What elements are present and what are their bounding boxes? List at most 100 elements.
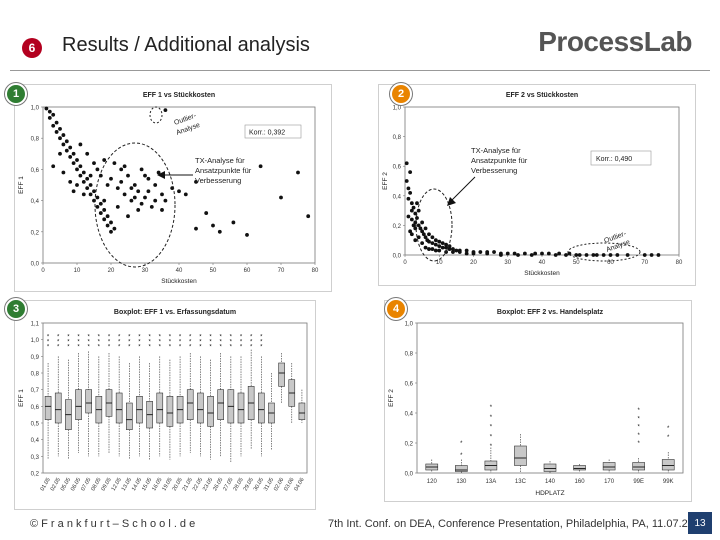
data-point [306,214,311,219]
page-number: 13 [688,512,712,534]
outlier-mark: * [460,453,463,459]
data-point [427,239,431,244]
outlier-mark: * [637,441,640,447]
data-point [109,229,113,234]
data-point [81,179,86,184]
data-point [437,248,442,253]
outlier-mark: * [77,339,80,345]
footer-conference: 7th Int. Conf. on DEA, Conference Presen… [328,518,707,530]
chart-title: Boxplot: EFF 1 vs. Erfassungsdatum [114,309,236,316]
tx-label-line1: TX-Analyse für [471,146,521,155]
data-point [146,189,151,194]
data-point [64,148,69,153]
data-point [413,238,418,243]
data-point [464,251,469,256]
data-point [68,155,73,159]
data-point [430,241,435,246]
data-point [58,126,62,131]
data-point [51,164,56,169]
data-point [464,248,469,253]
data-point [423,245,428,250]
outlier-mark: * [179,339,182,345]
x-tick-label: 30 [504,260,511,266]
data-point [485,251,490,256]
data-point [408,170,413,175]
y-tick-label: 0,8 [31,137,40,143]
y-tick-label: 0,2 [31,472,40,478]
tx-arrow-head [157,171,165,179]
y-axis-label: EFF 1 [18,389,25,407]
outlier-mark: * [220,344,223,350]
x-tick-label: 20 [108,268,115,274]
outlier-mark: * [159,344,162,350]
data-point [194,179,198,184]
data-point [88,183,93,187]
data-point [163,108,168,113]
outlier-mark: * [138,334,141,340]
y-tick-label: 1,0 [31,338,40,344]
outlier-mark: * [189,334,192,340]
outlier-mark: * [108,334,111,340]
data-point [160,192,164,197]
data-point [88,192,93,197]
box [237,392,245,424]
x-tick-label: 70 [641,260,648,266]
data-point [58,136,62,141]
outlier-mark: * [637,408,640,414]
box [75,389,82,420]
data-point [406,196,411,201]
data-point [411,223,416,228]
tx-label-line3: Verbesserung [471,166,517,175]
outlier-mark: * [67,334,70,340]
data-point [421,232,426,237]
outlier-mark: * [88,344,91,350]
data-point [153,183,158,187]
outlier-mark: * [490,434,493,440]
data-point [119,167,124,172]
box [156,392,164,424]
y-tick-label: 0,9 [31,355,40,361]
x-tick-label: 04.06 [293,477,305,492]
data-point [211,223,215,228]
data-point [540,251,544,256]
outlier-mark: * [460,441,463,447]
y-tick-label: 1,1 [31,322,40,328]
data-point [411,205,416,210]
x-tick-label: 99E [633,479,644,485]
data-point [420,220,425,225]
data-point [574,253,579,257]
data-point [143,173,147,178]
chart-title: EFF 2 vs Stückkosten [506,92,578,99]
data-point [85,151,90,156]
data-point [413,211,418,216]
box [166,396,174,427]
data-point [433,238,438,243]
data-point [75,158,79,162]
data-point [146,176,151,181]
data-point [404,179,409,183]
outlier-mark: * [199,339,202,345]
data-point [440,241,445,246]
tx-ellipse [415,188,453,262]
data-point [92,161,96,166]
x-tick-label: 130 [456,479,467,485]
y-tick-label: 0,4 [31,199,40,205]
outlier-mark: * [77,344,80,350]
data-point [194,226,198,231]
data-point [126,173,130,178]
outlier-ellipse [149,106,163,124]
data-point [85,176,90,181]
data-point [78,142,83,147]
data-point [156,170,161,175]
y-tick-label: 0,2 [405,442,414,448]
tx-arrow [450,176,476,202]
data-point [433,248,438,253]
x-tick-label: 10 [436,260,443,266]
outlier-mark: * [490,415,493,421]
data-point [409,232,414,237]
data-point [47,109,52,114]
data-point [420,241,425,246]
panel-eff2-boxplot: Boxplot: EFF 2 vs. Handelsplatz EFF 2 HDPL… [384,300,692,502]
box [573,465,586,471]
